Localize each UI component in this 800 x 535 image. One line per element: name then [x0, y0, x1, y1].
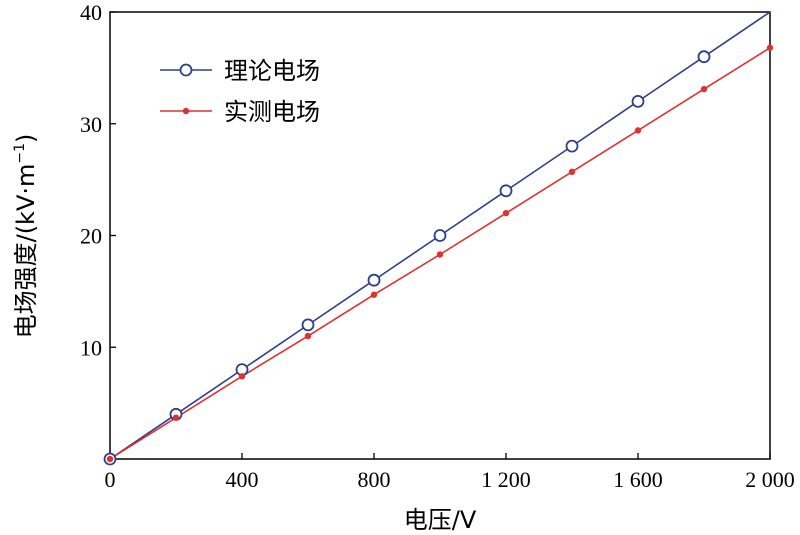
x-axis: 0 400 800 1 200 1 600 2 000	[105, 453, 795, 492]
data-point-theory	[433, 229, 447, 242]
x-tick-label: 1 200	[481, 467, 531, 492]
data-point-measured	[568, 168, 576, 176]
y-tick-label: 10	[80, 335, 102, 360]
data-point-theory	[565, 139, 579, 153]
y-axis: 10 20 30 40	[80, 0, 116, 360]
x-tick-label: 2 000	[745, 467, 795, 492]
y-axis-title-sup: −1	[12, 143, 28, 164]
data-point-measured	[634, 127, 642, 134]
data-point-measured	[700, 85, 708, 93]
data-point-measured	[304, 332, 312, 340]
legend-marker-theory	[179, 63, 193, 77]
data-point-theory	[367, 273, 381, 287]
data-point-theory	[631, 95, 645, 108]
x-axis-title: 电压/V	[404, 506, 477, 534]
x-tick-label: 800	[358, 467, 391, 492]
legend: 理论电场 实测电场	[160, 57, 320, 126]
y-axis-title: 电场强度/(kV·m−1)	[12, 134, 40, 339]
data-point-measured	[172, 414, 180, 421]
legend-marker-measured	[182, 107, 190, 115]
series-layer	[103, 11, 774, 466]
y-axis-title-close: )	[12, 134, 40, 143]
y-tick-label: 30	[80, 112, 102, 137]
data-point-measured	[766, 44, 774, 51]
data-point-theory	[499, 184, 513, 198]
data-point-measured	[502, 209, 510, 217]
data-point-measured	[238, 373, 246, 380]
data-point-measured	[436, 251, 444, 258]
x-tick-label: 1 600	[613, 467, 663, 492]
data-point-theory	[697, 50, 711, 64]
y-tick-label: 40	[80, 0, 102, 25]
x-tick-label: 0	[105, 467, 116, 492]
legend-label-measured: 实测电场	[224, 98, 320, 126]
legend-label-theory: 理论电场	[224, 57, 320, 85]
data-point-theory	[301, 318, 315, 332]
y-tick-label: 20	[80, 224, 102, 249]
data-point-measured	[106, 455, 114, 463]
x-tick-label: 400	[226, 467, 259, 492]
y-axis-title-main: 电场强度/(kV·m	[12, 164, 40, 339]
data-point-measured	[370, 291, 378, 298]
